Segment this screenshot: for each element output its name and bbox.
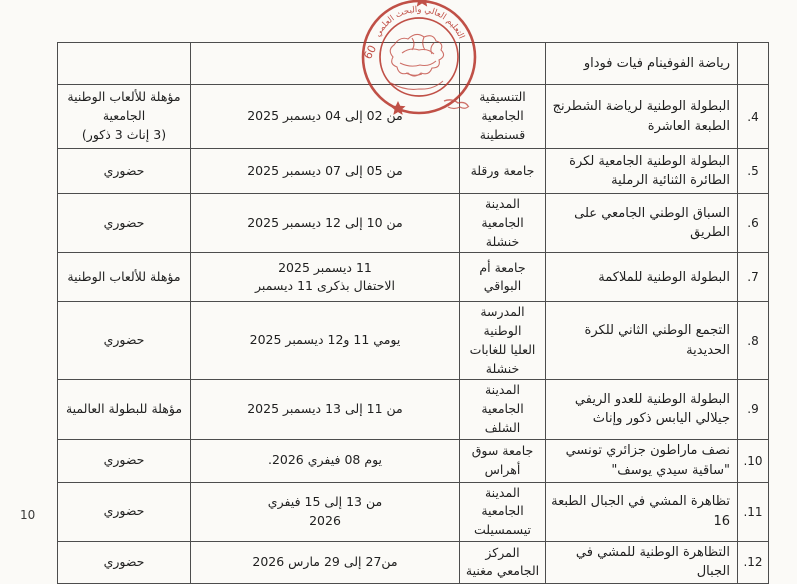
table-row: 7. البطولة الوطنية للملاكمة جامعة أم الب…	[57, 252, 769, 303]
cell-note: حضوري	[57, 481, 191, 542]
cell-date: من 05 إلى 07 ديسمبر 2025	[190, 148, 460, 194]
cell-date: من 11 إلى 13 ديسمبر 2025	[190, 379, 460, 440]
table-row: 9. البطولة الوطنية للعدو الريفي جيلالي ا…	[57, 379, 769, 440]
cell-num: 10.	[737, 438, 769, 483]
table-row: 5. البطولة الوطنية الجامعية لكرة الطائرة…	[57, 148, 769, 194]
cell-date: 11 ديسمبر 2025 الاحتفال بذكرى 11 ديسمبر	[190, 252, 460, 303]
page-number: 10	[20, 508, 36, 522]
cell-location: التنسيقية الجامعية قسنطينة	[459, 84, 546, 149]
cell-note: مؤهلة للبطولة العالمية	[57, 379, 191, 440]
events-table: رياضة الفوفينام فيات فوداو 4. البطولة ال…	[57, 42, 769, 584]
cell-date	[190, 42, 460, 85]
cell-num: 7.	[737, 252, 769, 303]
cell-location: جامعة ورقلة	[459, 148, 546, 194]
stamp-arc-text: التعليم العالي والبحث العلمي	[373, 5, 466, 41]
star-icon	[416, 0, 428, 7]
cell-num: 9.	[737, 379, 769, 440]
cell-note: مؤهلة للألعاب الوطنية الجامعية (3 إناث 3…	[57, 84, 191, 149]
cell-location: المدينة الجامعية الشلف	[459, 379, 546, 440]
cell-num: 5.	[737, 148, 769, 194]
cell-num: 8.	[737, 301, 769, 381]
cell-event: السباق الوطني الجامعي على الطريق	[545, 192, 738, 254]
cell-date: يوم 08 فيفري 2026.	[190, 438, 460, 483]
table-row: 10. نصف ماراطون جزائري تونسي "ساقية سيدي…	[57, 438, 769, 483]
cell-num: 6.	[737, 192, 769, 254]
cell-location: جامعة سوق أهراس	[459, 438, 546, 483]
svg-text:التعليم العالي والبحث العلمي: التعليم العالي والبحث العلمي	[373, 5, 466, 41]
table-row: 6. السباق الوطني الجامعي على الطريق المد…	[57, 192, 769, 254]
cell-date: من 13 إلى 15 فيفري 2026	[190, 481, 460, 542]
cell-event: التجمع الوطني الثاني للكرة الحديدية	[545, 301, 738, 381]
cell-note: حضوري	[57, 148, 191, 194]
cell-date: من 10 إلى 12 ديسمبر 2025	[190, 192, 460, 254]
cell-event: البطولة الوطنية للملاكمة	[545, 252, 738, 303]
cell-event: البطولة الوطنية للعدو الريفي جيلالي اليا…	[545, 379, 738, 440]
cell-num: 11.	[737, 481, 769, 542]
cell-location	[459, 42, 546, 85]
cell-location: المدينة الجامعية تيسمسيلت	[459, 481, 546, 542]
cell-event: تظاهرة المشي في الجبال الطبعة 16	[545, 481, 738, 542]
cell-num: 4.	[737, 84, 769, 149]
cell-note	[57, 42, 191, 85]
table-row: 8. التجمع الوطني الثاني للكرة الحديدية ا…	[57, 301, 769, 381]
cell-location: المدينة الجامعية خنشلة	[459, 192, 546, 254]
cell-note: مؤهلة للألعاب الوطنية	[57, 252, 191, 303]
cell-note: حضوري	[57, 301, 191, 381]
table-row: رياضة الفوفينام فيات فوداو	[57, 42, 769, 85]
cell-location: المدرسة الوطنية العليا للغابات خنشلة	[459, 301, 546, 381]
cell-date: يومي 11 و12 ديسمبر 2025	[190, 301, 460, 381]
table-row: 11. تظاهرة المشي في الجبال الطبعة 16 الم…	[57, 481, 769, 542]
cell-note: حضوري	[57, 192, 191, 254]
cell-location: جامعة أم البواقي	[459, 252, 546, 303]
scanned-document-page: رياضة الفوفينام فيات فوداو 4. البطولة ال…	[20, 0, 769, 584]
cell-event: نصف ماراطون جزائري تونسي "ساقية سيدي يوس…	[545, 438, 738, 483]
cell-date: من 02 إلى 04 ديسمبر 2025	[190, 84, 460, 149]
cell-event: رياضة الفوفينام فيات فوداو	[545, 42, 738, 85]
cell-num	[737, 42, 769, 85]
cell-event: البطولة الوطنية لرياضة الشطرنج الطبعة ال…	[545, 84, 738, 149]
cell-note: حضوري	[57, 438, 191, 483]
table-row: 4. البطولة الوطنية لرياضة الشطرنج الطبعة…	[57, 84, 769, 149]
cell-event: البطولة الوطنية الجامعية لكرة الطائرة ال…	[545, 148, 738, 194]
